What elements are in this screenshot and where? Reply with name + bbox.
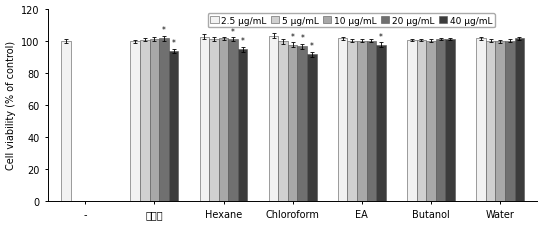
Text: *: * (172, 39, 175, 48)
Bar (515, 39, 524, 201)
Bar (416, 41, 426, 201)
Bar (495, 42, 505, 201)
Bar (445, 40, 455, 201)
Bar (219, 39, 228, 201)
Bar (209, 40, 219, 201)
Bar (288, 45, 298, 201)
Bar (238, 50, 248, 201)
Bar (169, 52, 178, 201)
Bar (61, 41, 71, 201)
Bar (149, 40, 159, 201)
Bar (279, 42, 288, 201)
Bar (348, 41, 357, 201)
Bar (426, 41, 436, 201)
Text: *: * (379, 32, 383, 41)
Text: *: * (291, 32, 295, 41)
Bar (367, 41, 376, 201)
Bar (228, 40, 238, 201)
Legend: 2.5 μg/mL, 5 μg/mL, 10 μg/mL, 20 μg/mL, 40 μg/mL: 2.5 μg/mL, 5 μg/mL, 10 μg/mL, 20 μg/mL, … (207, 14, 495, 28)
Bar (376, 45, 386, 201)
Bar (159, 39, 169, 201)
Text: *: * (162, 26, 166, 35)
Bar (307, 55, 317, 201)
Bar (298, 47, 307, 201)
Bar (436, 40, 445, 201)
Bar (486, 41, 495, 201)
Bar (357, 41, 367, 201)
Text: *: * (300, 34, 304, 43)
Bar (130, 42, 140, 201)
Bar (407, 41, 416, 201)
Y-axis label: Cell viability (% of control): Cell viability (% of control) (5, 41, 16, 170)
Text: *: * (231, 28, 235, 37)
Bar (140, 41, 149, 201)
Bar (269, 37, 279, 201)
Text: *: * (241, 37, 244, 46)
Bar (200, 38, 209, 201)
Bar (476, 39, 486, 201)
Bar (505, 41, 515, 201)
Bar (338, 39, 348, 201)
Text: *: * (310, 42, 314, 51)
